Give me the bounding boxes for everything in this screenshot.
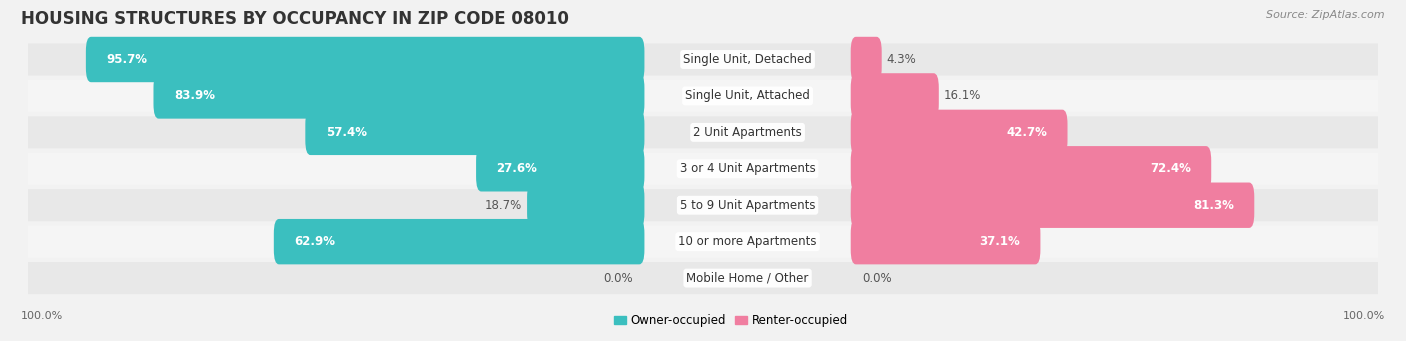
FancyBboxPatch shape	[27, 80, 1379, 112]
FancyBboxPatch shape	[851, 219, 1040, 264]
Text: Source: ZipAtlas.com: Source: ZipAtlas.com	[1267, 10, 1385, 20]
Text: Single Unit, Attached: Single Unit, Attached	[685, 89, 810, 102]
Text: 62.9%: 62.9%	[294, 235, 335, 248]
FancyBboxPatch shape	[477, 146, 644, 192]
FancyBboxPatch shape	[27, 226, 1379, 258]
FancyBboxPatch shape	[851, 146, 1211, 192]
FancyBboxPatch shape	[27, 43, 1379, 75]
Text: 2 Unit Apartments: 2 Unit Apartments	[693, 126, 801, 139]
Text: 83.9%: 83.9%	[174, 89, 215, 102]
Text: 95.7%: 95.7%	[107, 53, 148, 66]
Text: 0.0%: 0.0%	[862, 271, 891, 285]
Text: HOUSING STRUCTURES BY OCCUPANCY IN ZIP CODE 08010: HOUSING STRUCTURES BY OCCUPANCY IN ZIP C…	[21, 10, 569, 28]
FancyBboxPatch shape	[27, 262, 1379, 294]
Text: 100.0%: 100.0%	[1343, 311, 1385, 321]
Text: Mobile Home / Other: Mobile Home / Other	[686, 271, 808, 285]
Text: 18.7%: 18.7%	[485, 199, 522, 212]
FancyBboxPatch shape	[86, 37, 644, 82]
Text: 27.6%: 27.6%	[496, 162, 537, 175]
Text: 72.4%: 72.4%	[1150, 162, 1191, 175]
Text: 57.4%: 57.4%	[326, 126, 367, 139]
Text: 81.3%: 81.3%	[1194, 199, 1234, 212]
FancyBboxPatch shape	[27, 189, 1379, 221]
FancyBboxPatch shape	[851, 37, 882, 82]
FancyBboxPatch shape	[274, 219, 644, 264]
Text: 10 or more Apartments: 10 or more Apartments	[678, 235, 817, 248]
Text: 37.1%: 37.1%	[980, 235, 1019, 248]
Text: Single Unit, Detached: Single Unit, Detached	[683, 53, 811, 66]
FancyBboxPatch shape	[27, 116, 1379, 148]
FancyBboxPatch shape	[851, 182, 1254, 228]
FancyBboxPatch shape	[27, 153, 1379, 185]
Text: 0.0%: 0.0%	[603, 271, 633, 285]
FancyBboxPatch shape	[851, 73, 939, 119]
FancyBboxPatch shape	[851, 110, 1067, 155]
Text: 100.0%: 100.0%	[21, 311, 63, 321]
Text: 5 to 9 Unit Apartments: 5 to 9 Unit Apartments	[681, 199, 815, 212]
Text: 4.3%: 4.3%	[887, 53, 917, 66]
Legend: Owner-occupied, Renter-occupied: Owner-occupied, Renter-occupied	[609, 309, 853, 332]
Text: 16.1%: 16.1%	[943, 89, 981, 102]
FancyBboxPatch shape	[527, 182, 644, 228]
Text: 3 or 4 Unit Apartments: 3 or 4 Unit Apartments	[679, 162, 815, 175]
Text: 42.7%: 42.7%	[1007, 126, 1047, 139]
FancyBboxPatch shape	[305, 110, 644, 155]
FancyBboxPatch shape	[153, 73, 644, 119]
